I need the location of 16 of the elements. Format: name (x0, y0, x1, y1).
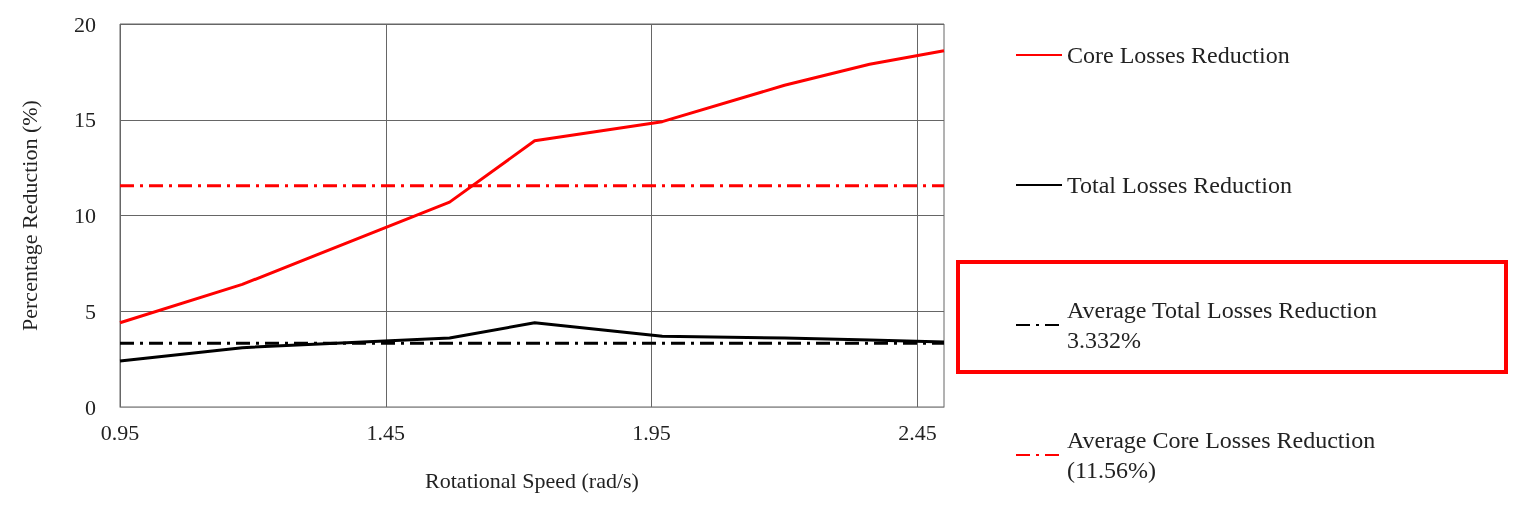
x-tick-label: 0.95 (100, 419, 140, 445)
y-tick-label: 5 (85, 298, 96, 324)
y-tick-label: 20 (74, 11, 96, 37)
y-tick-label: 10 (74, 203, 96, 228)
line-series (118, 49, 946, 325)
legend-label: Total Losses Reduction (1067, 172, 1292, 198)
x-tick-label: 1.45 (366, 419, 406, 445)
x-axis-title: Rotational Speed (rad/s) (425, 467, 639, 493)
legend-label: Average Total Losses Reduction 3.332% (1067, 297, 1378, 353)
legend-label: Core Losses Reduction (1067, 42, 1290, 68)
y-axis-title: Percentage Reduction (%) (16, 100, 42, 331)
x-tick-label: 2.45 (898, 419, 937, 445)
x-tick-label: 1.95 (632, 419, 671, 445)
y-tick-label: 0 (85, 394, 96, 420)
legend-label: Average Core Losses Reduction (11.56%) (1067, 427, 1376, 483)
y-tick-label: 15 (74, 107, 96, 133)
